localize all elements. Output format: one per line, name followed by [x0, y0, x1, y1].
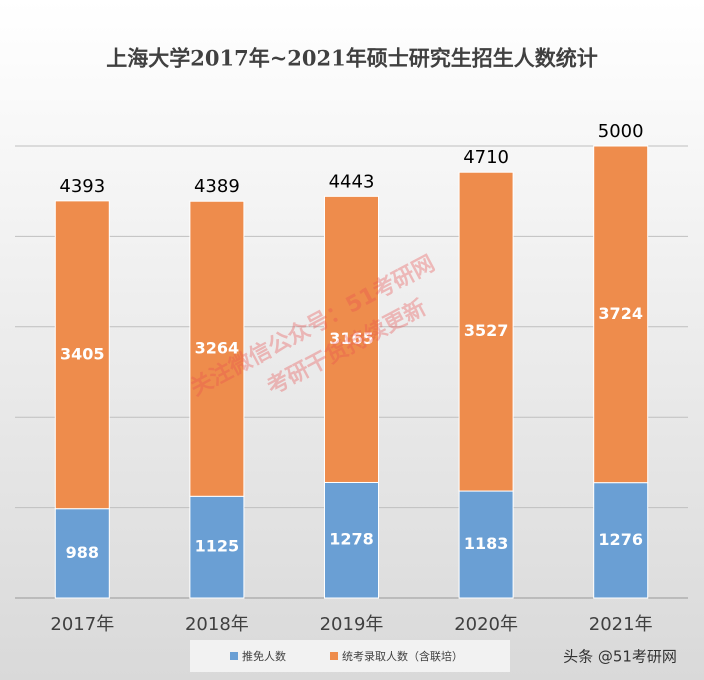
- data-label: 1276: [598, 530, 643, 549]
- total-label: 5000: [598, 121, 644, 142]
- total-label: 4393: [59, 176, 105, 197]
- bar-segment: [324, 481, 379, 599]
- data-label: 3724: [598, 304, 643, 323]
- x-tick-label: 2020年: [454, 614, 518, 635]
- legend-label: 统考录取人数（含联培）: [342, 649, 463, 663]
- legend-swatch: [230, 652, 238, 660]
- bar-segment: [593, 482, 649, 599]
- data-label: 988: [66, 543, 99, 562]
- total-label: 4710: [463, 147, 509, 168]
- x-tick-label: 2017年: [50, 614, 114, 635]
- x-tick-label: 2019年: [320, 614, 384, 635]
- total-label: 4443: [329, 171, 375, 192]
- data-label: 1125: [195, 537, 240, 556]
- data-label: 3405: [60, 344, 105, 363]
- legend-label: 推免人数: [242, 649, 286, 663]
- bar-segment: [54, 200, 110, 510]
- bar-segment: [593, 145, 649, 484]
- data-label: 1278: [329, 530, 374, 549]
- legend-swatch: [330, 652, 338, 660]
- legend-box: [190, 640, 510, 672]
- x-tick-label: 2018年: [185, 614, 249, 635]
- bar-segment: [189, 200, 245, 497]
- data-label: 3165: [329, 329, 374, 348]
- corner-watermark: 头条 @51考研网: [563, 648, 677, 666]
- x-tick-label: 2021年: [589, 614, 653, 635]
- bar-segment: [324, 195, 379, 483]
- total-label: 4389: [194, 176, 240, 197]
- bar-segment: [54, 508, 110, 599]
- bar-segment: [458, 171, 514, 492]
- bar-segment: [458, 490, 514, 599]
- chart-title: 上海大学2017年~2021年硕士研究生招生人数统计: [106, 46, 598, 71]
- data-label: 3527: [464, 321, 509, 340]
- data-label: 3264: [195, 338, 240, 357]
- data-label: 1183: [464, 534, 509, 553]
